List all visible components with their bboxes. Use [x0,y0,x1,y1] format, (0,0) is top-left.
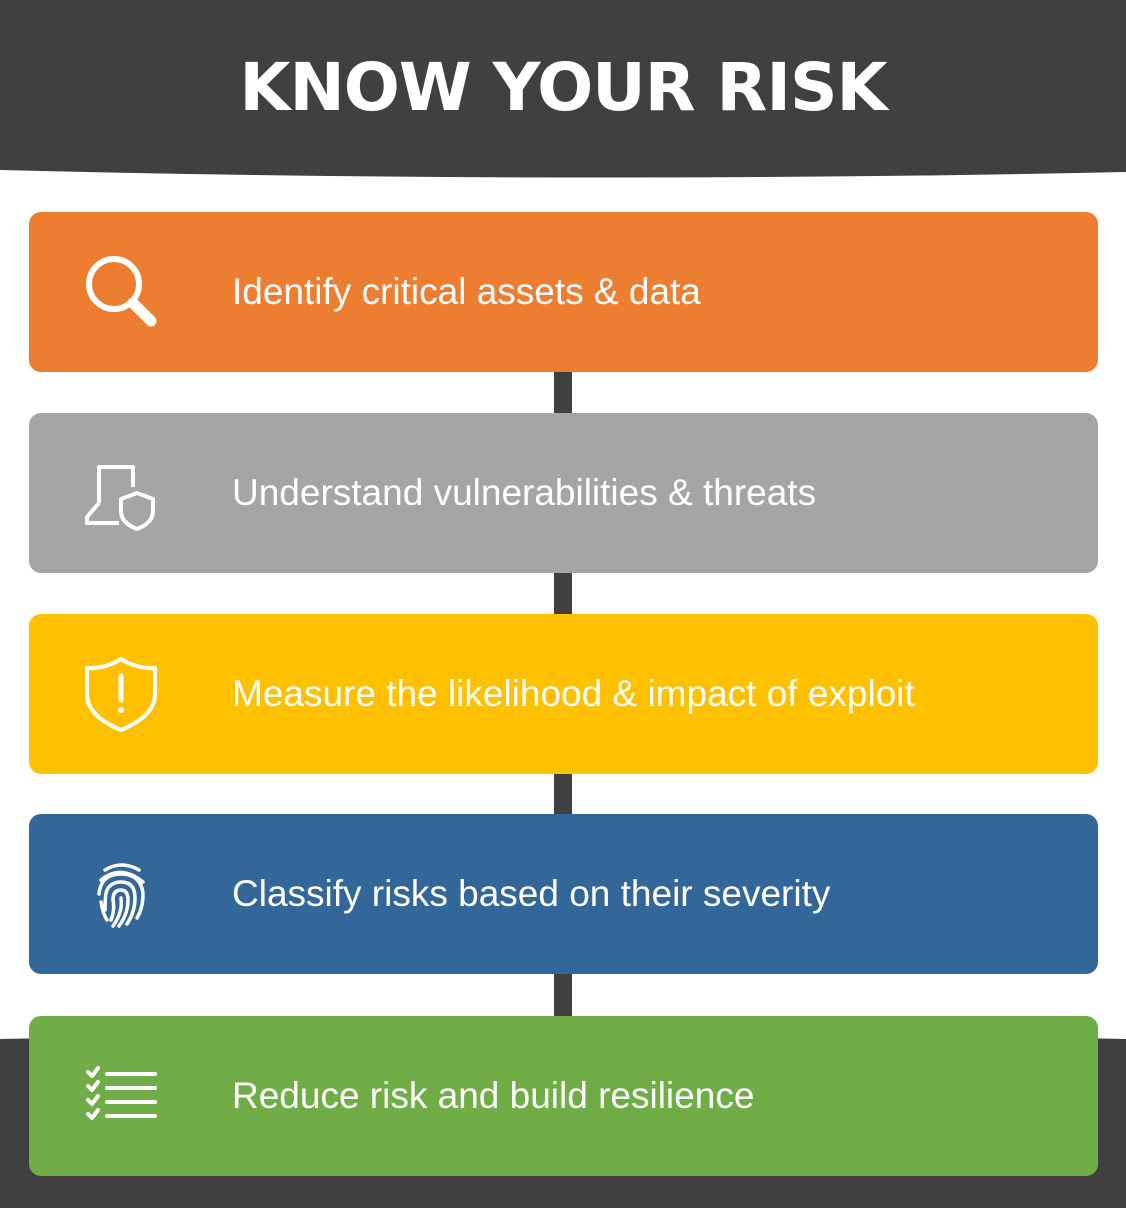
header-band [0,0,1126,180]
step-2-label: Understand vulnerabilities & threats [232,472,817,513]
checklist-icon [81,1056,161,1136]
step-5-label: Reduce risk and build resilience [232,1075,755,1116]
laptop-shield-icon [81,453,161,533]
fingerprint-icon [81,854,161,934]
step-2: Understand vulnerabilities & threats [29,413,1098,573]
connector-3-4 [554,773,572,815]
page-title: KNOW YOUR RISK [239,49,887,126]
step-4-label: Classify risks based on their severity [232,873,831,914]
step-5: Reduce risk and build resilience [29,1016,1098,1176]
connector-1-2 [554,372,572,414]
magnifier-icon [81,252,161,332]
step-3: Measure the likelihood & impact of explo… [29,614,1098,774]
step-4: Classify risks based on their severity [29,814,1098,974]
step-1: Identify critical assets & data [29,212,1098,372]
step-3-label: Measure the likelihood & impact of explo… [232,673,915,714]
step-1-label: Identify critical assets & data [232,271,701,312]
shield-alert-icon [81,654,161,734]
connector-2-3 [554,572,572,615]
